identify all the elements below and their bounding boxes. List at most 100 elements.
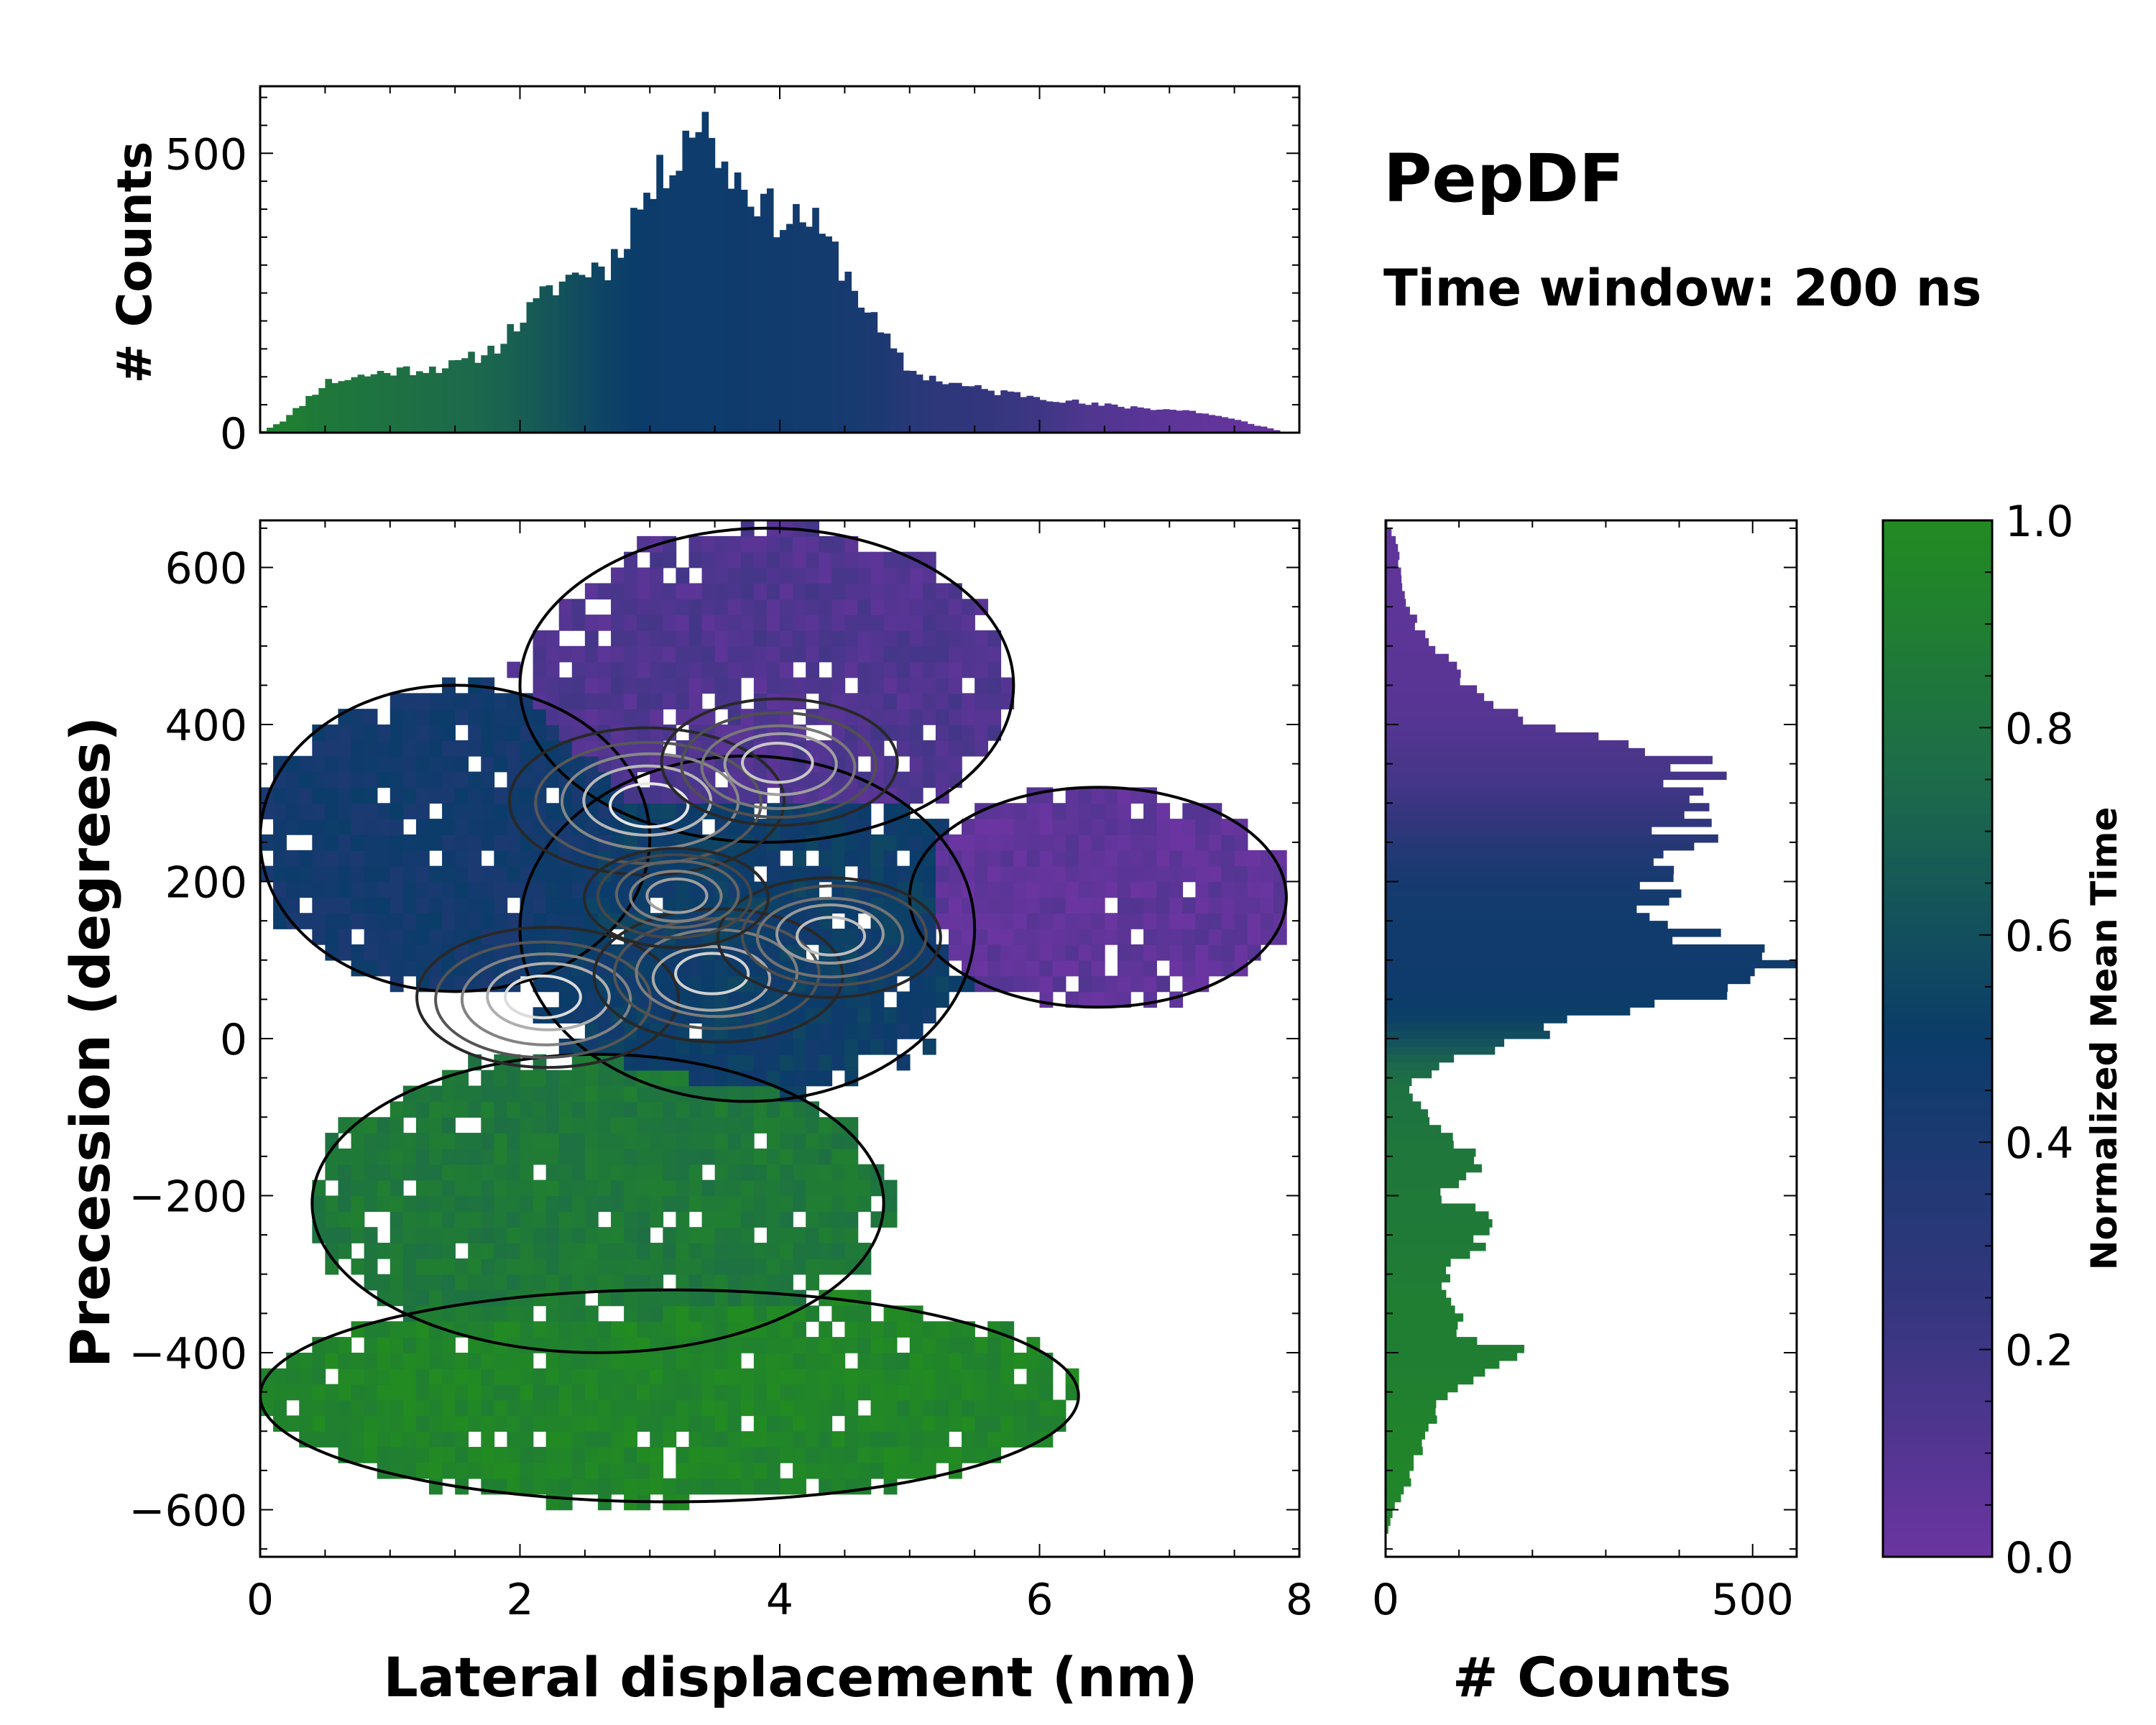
heatmap-cell: [545, 944, 560, 961]
heatmap-cell: [909, 583, 923, 600]
heatmap-cell: [338, 1337, 352, 1353]
heatmap-cell: [780, 1415, 793, 1432]
heatmap-cell: [948, 929, 962, 945]
top-hist-bar: [292, 408, 300, 433]
heatmap-cell: [571, 787, 586, 804]
heatmap-cell: [338, 740, 352, 757]
top-hist-bar: [1000, 390, 1008, 433]
colorbar-step: [1883, 788, 1992, 798]
heatmap-cell: [844, 599, 859, 615]
right-hist-bar: [1386, 669, 1461, 678]
heatmap-cell: [922, 1415, 936, 1432]
density-contour: [740, 884, 928, 987]
colorbar-step: [1883, 1133, 1992, 1143]
heatmap-cell: [611, 1478, 625, 1495]
colorbar-step: [1883, 1401, 1992, 1411]
heatmap-cell: [701, 1431, 716, 1448]
heatmap-cell: [766, 850, 780, 867]
heatmap-cell: [545, 1289, 560, 1307]
heatmap-cell: [558, 1494, 573, 1511]
heatmap-cell: [1195, 834, 1210, 851]
heatmap-cell: [611, 645, 625, 663]
heatmap-cell: [558, 929, 573, 945]
heatmap-cell: [766, 583, 780, 600]
heatmap-cell: [624, 567, 637, 584]
heatmap-cell: [584, 1243, 599, 1259]
top-hist-bar: [1130, 406, 1138, 433]
heatmap-cell: [338, 1164, 352, 1181]
heatmap-cell: [727, 1148, 742, 1165]
heatmap-cell: [390, 1211, 404, 1228]
heatmap-cell: [1000, 819, 1015, 835]
heatmap-cell: [571, 1195, 586, 1213]
right-hist-bar: [1386, 1337, 1478, 1346]
heatmap-cell: [584, 615, 599, 631]
heatmap-cell: [481, 1258, 495, 1275]
heatmap-cell: [780, 1070, 793, 1087]
right-hist-bar: [1386, 1243, 1486, 1251]
heatmap-cell: [415, 755, 430, 773]
heatmap-cell: [740, 1289, 755, 1307]
right-hist-bars: [1386, 520, 1796, 1542]
heatmap-cell: [793, 1384, 806, 1401]
heatmap-cell: [377, 1352, 391, 1369]
heatmap-cell: [377, 1117, 391, 1133]
heatmap-cell: [1104, 929, 1118, 945]
heatmap-cell: [520, 1274, 534, 1291]
heatmap-cell: [351, 865, 365, 883]
heatmap-cell: [377, 771, 391, 788]
heatmap-cell: [558, 865, 573, 883]
heatmap-cell: [844, 645, 859, 663]
heatmap-cell: [896, 567, 911, 584]
colorbar-step: [1883, 1168, 1992, 1178]
heatmap-cell: [455, 709, 469, 725]
heatmap-cell: [637, 599, 651, 615]
heatmap-cell: [1156, 913, 1171, 929]
heatmap-cell: [428, 1462, 443, 1479]
colorbar-step: [1883, 745, 1992, 755]
top-hist-bar: [1202, 413, 1210, 433]
right-hist-bar: [1386, 944, 1765, 953]
heatmap-cell: [1182, 929, 1197, 945]
heatmap-cell: [442, 1289, 456, 1307]
heatmap-cell: [987, 661, 1002, 678]
heatmap-cell: [948, 755, 962, 773]
heatmap-cell: [325, 1352, 339, 1369]
heatmap-cell: [740, 551, 755, 569]
heatmap-cell: [766, 1243, 780, 1259]
heatmap-cell: [377, 865, 391, 883]
heatmap-cell: [624, 709, 637, 725]
heatmap-cell: [701, 599, 716, 615]
heatmap-cell: [611, 677, 625, 694]
top-hist-bar: [929, 375, 936, 433]
heatmap-cell: [637, 1243, 651, 1259]
heatmap-cell: [415, 1117, 430, 1133]
heatmap-cell: [688, 1462, 703, 1479]
right-hist-bar: [1386, 1015, 1567, 1024]
heatmap-cell: [520, 1289, 534, 1307]
heatmap-cell: [831, 1368, 846, 1385]
heatmap-cell: [545, 975, 560, 993]
heatmap-cell: [1091, 913, 1105, 929]
heatmap-cell: [819, 1258, 833, 1275]
heatmap-cell: [1156, 834, 1171, 851]
heatmap-cell: [896, 1431, 911, 1448]
right-hist-bar: [1386, 1360, 1500, 1369]
heatmap-cell: [935, 1337, 949, 1353]
heatmap-cell: [584, 1337, 599, 1353]
heatmap-cell: [545, 661, 560, 678]
heatmap-cell: [883, 661, 898, 678]
heatmap-cell: [624, 1289, 637, 1307]
heatmap-cell: [1117, 787, 1131, 804]
heatmap-cell: [922, 567, 936, 584]
heatmap-cell: [1221, 929, 1235, 945]
heatmap-cell: [351, 1399, 365, 1417]
heatmap-cell: [468, 787, 482, 804]
colorbar-step: [1883, 572, 1992, 581]
top-hist-bar: [851, 290, 859, 433]
heatmap-cell: [299, 881, 313, 898]
heatmap-cell: [377, 1133, 391, 1149]
heatmap-cell: [844, 1384, 859, 1401]
heatmap-cell: [442, 1179, 456, 1197]
heatmap-cell: [806, 1258, 820, 1275]
